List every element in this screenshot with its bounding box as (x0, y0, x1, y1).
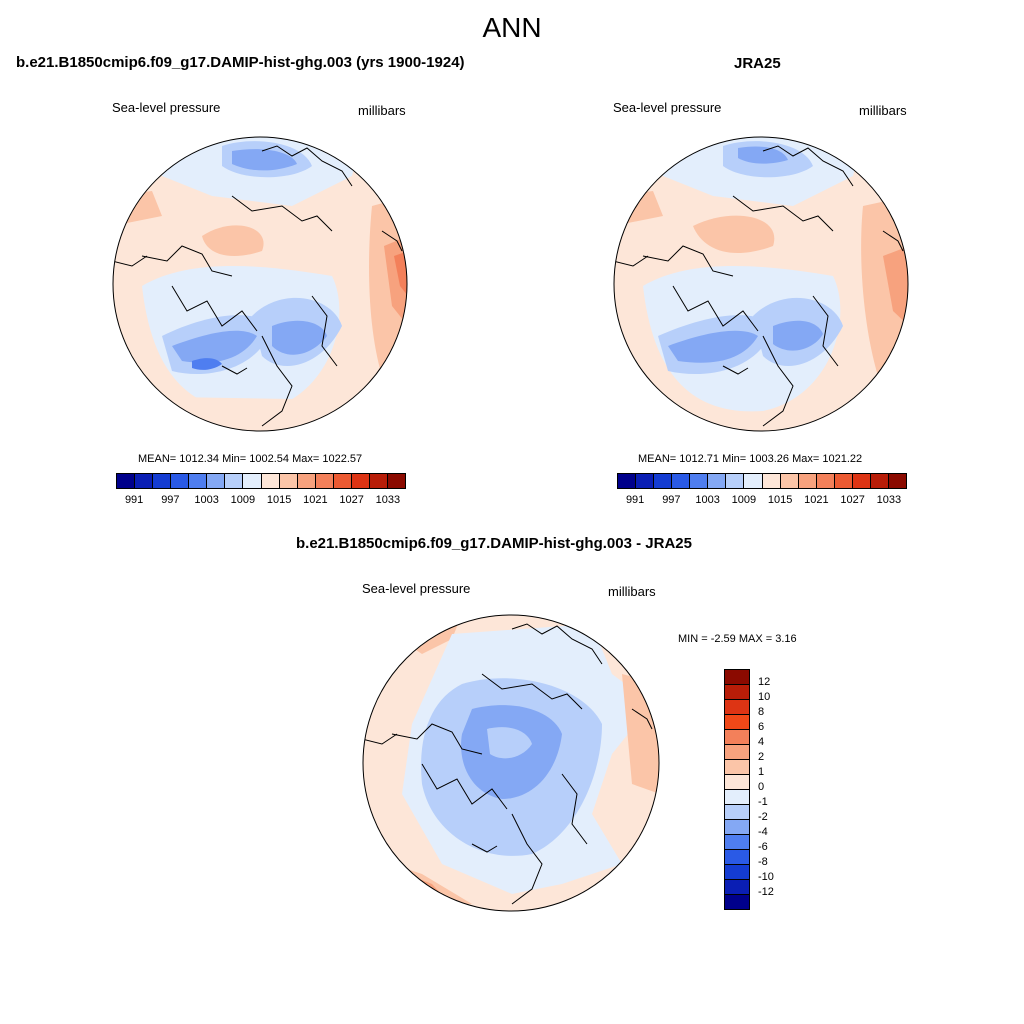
colorbar-tick-label: 1009 (230, 494, 256, 506)
colorbar-tick-label: -1 (758, 796, 768, 808)
colorbar-swatch (726, 474, 745, 488)
colorbar-swatch (762, 474, 781, 488)
colorbar-tick-label: 997 (161, 494, 180, 506)
colorbar-tick-label: 4 (758, 736, 765, 748)
colorbar-tick-label: 6 (758, 721, 765, 733)
colorbar-swatch (117, 474, 136, 488)
colorbar-tick-label: -10 (758, 871, 774, 883)
colorbar-swatch (261, 474, 280, 488)
colorbar-swatch (888, 474, 906, 488)
colorbar-tick-label: -12 (758, 886, 774, 898)
colorbar-tick-label: 1021 (804, 494, 829, 506)
colorbar-swatch (207, 474, 226, 488)
colorbar-swatch (135, 474, 154, 488)
colorbar-swatch (725, 715, 749, 730)
colorbar-swatch (725, 685, 749, 700)
colorbar-tick-label: 8 (758, 706, 765, 718)
colorbar-swatch (852, 474, 871, 488)
figure-title: ANN (482, 12, 542, 43)
colorbar-swatch (725, 670, 749, 685)
diff-panel-title: b.e21.B1850cmip6.f09_g17.DAMIP-hist-ghg.… (296, 535, 692, 552)
colorbar-tick-label: 1027 (840, 494, 865, 506)
colorbar-swatch (798, 474, 817, 488)
colorbar-swatch (725, 760, 749, 775)
colorbar-swatch (725, 835, 749, 850)
colorbar-swatch (315, 474, 334, 488)
colorbar-swatch (870, 474, 889, 488)
colorbar-swatch (279, 474, 298, 488)
colorbar-swatch (351, 474, 370, 488)
colorbar-swatch (725, 895, 749, 909)
left-variable-label: Sea-level pressure (112, 100, 221, 115)
colorbar-swatch (725, 730, 749, 745)
colorbar-tick-label: -8 (758, 856, 768, 868)
colorbar-tick-label: 1015 (266, 494, 292, 506)
colorbar-swatch (816, 474, 835, 488)
colorbar-swatch (834, 474, 853, 488)
colorbar-swatch (725, 865, 749, 880)
colorbar-tick-label: -2 (758, 811, 768, 823)
colorbar-tick-label: 10 (758, 691, 771, 703)
colorbar-tick-label: 991 (625, 494, 645, 506)
colorbar-tick-label: 1003 (695, 494, 720, 506)
colorbar-swatch (654, 474, 673, 488)
right-units-label: millibars (859, 103, 907, 118)
colorbar-tick-label: 0 (758, 781, 765, 793)
colorbar-tick-label: 991 (124, 494, 144, 506)
colorbar-swatch (189, 474, 208, 488)
colorbar-swatch (708, 474, 727, 488)
colorbar-swatch (725, 805, 749, 820)
colorbar-swatch (725, 700, 749, 715)
diff-variable-label: Sea-level pressure (362, 581, 471, 596)
colorbar-swatch (333, 474, 352, 488)
colorbar-tick-label: 2 (758, 751, 765, 763)
colorbar-swatch (725, 790, 749, 805)
colorbar-swatch (780, 474, 799, 488)
colorbar-swatch (690, 474, 709, 488)
left-units-label: millibars (358, 103, 406, 118)
colorbar-tick-label: 1003 (194, 494, 219, 506)
diff-stats: MIN = -2.59 MAX = 3.16 (678, 633, 797, 645)
right-panel-title: JRA25 (734, 55, 781, 72)
colorbar-swatch (297, 474, 316, 488)
diff-polar-map (362, 614, 660, 912)
diff-colorbar-labels: 12 10 8 6 4 2 1 0 -1 -2 -4 -6 -8 -10 -12 (758, 669, 798, 914)
left-stats: MEAN= 1012.34 Min= 1002.54 Max= 1022.57 (138, 453, 363, 465)
colorbar-tick-label: 1033 (375, 494, 401, 506)
left-colorbar (116, 473, 406, 489)
colorbar-swatch (672, 474, 691, 488)
colorbar-tick-label: 1033 (876, 494, 902, 506)
colorbar-swatch (387, 474, 405, 488)
left-panel-title: b.e21.B1850cmip6.f09_g17.DAMIP-hist-ghg.… (16, 54, 465, 71)
colorbar-swatch (153, 474, 172, 488)
colorbar-swatch (725, 820, 749, 835)
right-polar-map (613, 136, 909, 432)
colorbar-tick-label: 1 (758, 766, 765, 778)
diff-units-label: millibars (608, 584, 656, 599)
colorbar-swatch (618, 474, 637, 488)
diff-colorbar (724, 669, 750, 910)
colorbar-swatch (725, 745, 749, 760)
right-variable-label: Sea-level pressure (613, 100, 722, 115)
colorbar-swatch (171, 474, 190, 488)
colorbar-tick-label: 997 (662, 494, 681, 506)
colorbar-swatch (243, 474, 262, 488)
left-polar-map (112, 136, 408, 432)
colorbar-swatch (369, 474, 388, 488)
colorbar-swatch (744, 474, 763, 488)
colorbar-swatch (725, 775, 749, 790)
colorbar-tick-label: 1027 (339, 494, 364, 506)
colorbar-tick-label: 1015 (767, 494, 793, 506)
colorbar-tick-label: 1009 (731, 494, 757, 506)
right-stats: MEAN= 1012.71 Min= 1003.26 Max= 1021.22 (638, 453, 863, 465)
colorbar-swatch (725, 850, 749, 865)
colorbar-swatch (225, 474, 244, 488)
colorbar-tick-label: 1021 (303, 494, 328, 506)
colorbar-swatch (725, 880, 749, 895)
colorbar-swatch (636, 474, 655, 488)
colorbar-tick-label: -6 (758, 841, 768, 853)
colorbar-tick-label: 12 (758, 676, 771, 688)
colorbar-tick-label: -4 (758, 826, 768, 838)
right-colorbar (617, 473, 907, 489)
